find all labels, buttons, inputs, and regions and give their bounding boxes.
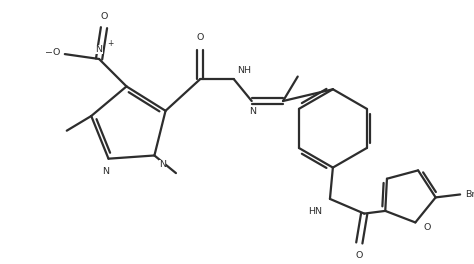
Text: Br: Br (465, 190, 474, 199)
Text: N: N (159, 160, 166, 169)
Text: N: N (96, 45, 102, 54)
Text: NH: NH (237, 65, 251, 75)
Text: O: O (196, 33, 203, 42)
Text: N: N (249, 107, 256, 116)
Text: N: N (102, 167, 109, 177)
Text: O: O (423, 223, 430, 232)
Text: HN: HN (308, 207, 322, 216)
Text: +: + (108, 39, 114, 48)
Text: O: O (356, 251, 363, 260)
Text: −O: −O (45, 48, 60, 57)
Text: O: O (100, 12, 108, 21)
